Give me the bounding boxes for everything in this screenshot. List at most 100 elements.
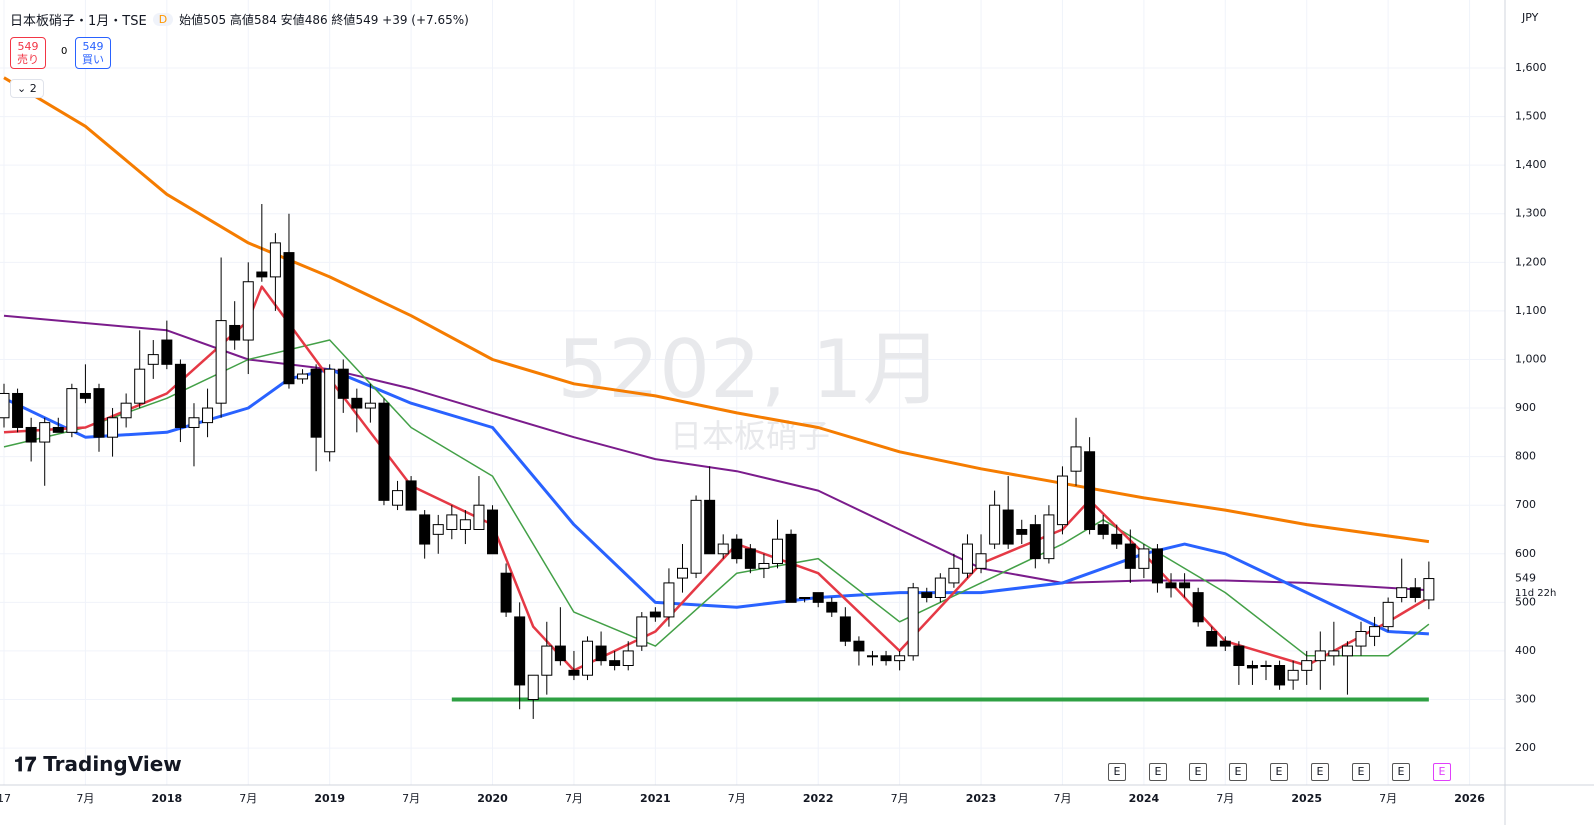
candle-body: [1260, 665, 1272, 668]
candle-body: [1043, 514, 1055, 560]
x-tick-label: 7月: [728, 792, 746, 805]
candle-body: [1409, 587, 1421, 598]
candle-body: [961, 543, 973, 574]
candle-body: [554, 645, 566, 662]
x-tick-label: 17: [0, 792, 11, 805]
candle-body: [446, 514, 458, 530]
candle-body: [907, 587, 919, 657]
earnings-marker[interactable]: E: [1392, 763, 1410, 781]
candle-body: [948, 567, 960, 584]
y-tick-label: 700: [1515, 498, 1536, 511]
candle-body: [636, 616, 648, 647]
candle-body: [1382, 601, 1394, 628]
earnings-marker[interactable]: E: [1189, 763, 1207, 781]
label: 終値: [331, 13, 356, 27]
sell-button[interactable]: 549 売り: [10, 37, 46, 69]
moving-average: [3, 367, 1429, 636]
candle-body: [1002, 509, 1014, 545]
candle-body: [120, 402, 132, 419]
candle-body: [242, 281, 254, 341]
candle-body: [256, 271, 268, 278]
x-tick-label: 2019: [314, 792, 345, 805]
candle-body: [283, 252, 295, 385]
earnings-marker[interactable]: E: [1433, 763, 1451, 781]
earnings-marker[interactable]: E: [1311, 763, 1329, 781]
value: 549: [355, 13, 379, 27]
candle-body: [419, 514, 431, 545]
candle-body: [717, 543, 729, 555]
candle-body: [0, 392, 10, 419]
candle-body: [609, 660, 621, 667]
candle-body: [1111, 533, 1123, 545]
candle-body: [1301, 660, 1313, 671]
count: 2: [29, 82, 37, 95]
candle-body: [202, 407, 214, 424]
brand: 𝟏𝟕 TradingView: [14, 752, 182, 776]
mode: D: [152, 13, 174, 26]
earnings-marker[interactable]: E: [1149, 763, 1167, 781]
candle-body: [704, 499, 716, 555]
candle-body: [1206, 630, 1218, 647]
candle-body: [1274, 665, 1286, 686]
header: 日本板硝子・1月・TSE D 始値505 高値584 安値486 終値549 +…: [10, 10, 469, 29]
y-tick-label: 1,200: [1515, 255, 1547, 268]
countdown: 11d 22h: [1515, 588, 1556, 599]
x-tick-label: 7月: [1053, 792, 1071, 805]
earnings-marker[interactable]: E: [1270, 763, 1288, 781]
y-tick-label: 400: [1515, 644, 1536, 657]
candle-body: [527, 674, 539, 701]
earnings-marker[interactable]: E: [1352, 763, 1370, 781]
candle-body: [364, 402, 376, 409]
y-tick-label: 600: [1515, 547, 1536, 560]
earnings-marker[interactable]: E: [1229, 763, 1247, 781]
y-tick-label: 1,400: [1515, 158, 1547, 171]
candle-body: [351, 397, 363, 409]
y-tick-label: 1,100: [1515, 304, 1547, 317]
candle-body: [826, 601, 838, 613]
candle-body: [107, 417, 119, 438]
candle-body: [1219, 640, 1231, 647]
price: 549: [17, 40, 39, 53]
y-tick-label: 1,300: [1515, 207, 1547, 220]
candle-body: [758, 562, 770, 569]
x-tick-label: 7月: [239, 792, 257, 805]
ohlc: 始値505 高値584 安値486 終値549 +39 (+7.65%): [179, 11, 469, 28]
candle-body: [297, 373, 309, 380]
brand-name: TradingView: [43, 752, 182, 776]
earnings-marker[interactable]: E: [1108, 763, 1126, 781]
value: 505: [203, 13, 227, 27]
candle-body: [921, 592, 933, 598]
spread: 0: [61, 46, 68, 57]
candle-body: [1423, 578, 1435, 601]
candle-body: [215, 320, 227, 404]
candle-body: [66, 388, 78, 433]
y-tick-label: 800: [1515, 450, 1536, 463]
buy-button[interactable]: 549 買い: [75, 37, 111, 69]
watermark-title: 5202, 1月: [557, 323, 942, 416]
candle-body: [25, 426, 37, 443]
candle-body: [1165, 582, 1177, 589]
candle-body: [1179, 582, 1191, 589]
candle-body: [324, 368, 336, 453]
candle-body: [1314, 650, 1326, 662]
y-tick-label: 900: [1515, 401, 1536, 414]
y-tick-label: 1,000: [1515, 352, 1547, 365]
x-tick-label: 2023: [966, 792, 997, 805]
candle-body: [161, 339, 173, 365]
indicator-toggle[interactable]: ⌄ 2: [10, 79, 44, 98]
x-tick-label: 2018: [152, 792, 183, 805]
candle-body: [975, 553, 987, 569]
candle-body: [690, 499, 702, 574]
value: 486: [304, 13, 328, 27]
watermark-subtitle: 日本板硝子: [670, 417, 830, 455]
x-tick-label: 7月: [76, 792, 94, 805]
change: +39 (+7.65%): [382, 13, 469, 27]
candle-body: [866, 655, 878, 658]
candle-body: [622, 650, 634, 667]
candle-body: [785, 533, 797, 603]
candle-body: [337, 368, 349, 399]
candle-body: [134, 368, 146, 404]
label: 始値: [179, 13, 204, 27]
candle-body: [1084, 451, 1096, 530]
